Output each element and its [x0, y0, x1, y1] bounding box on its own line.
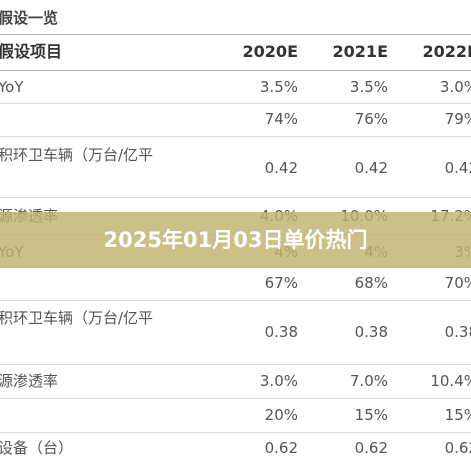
row-label: YoY	[0, 78, 24, 96]
cell-value: 74%	[264, 110, 298, 128]
cell-value: 0.62	[444, 439, 471, 457]
cell-value: 3.0%	[439, 78, 471, 96]
rule	[0, 197, 471, 198]
cell-value: 3.5%	[259, 78, 298, 96]
cell-value: 20%	[264, 406, 298, 424]
cell-value: 10.4%	[430, 372, 471, 390]
header-year: 2021E	[332, 42, 388, 61]
rule	[0, 70, 471, 71]
cell-value: 70%	[444, 274, 471, 292]
table-title: 假设一览	[0, 9, 59, 27]
cell-value: 0.62	[354, 439, 388, 457]
banner-text: 2025年01月03日单价热门	[103, 228, 368, 252]
cell-value: 0.38	[444, 323, 471, 341]
header-label: 假设项目	[0, 42, 63, 61]
rule	[0, 103, 471, 104]
cell-value: 0.42	[444, 159, 471, 177]
cell-value: 0.38	[264, 323, 298, 341]
overlay-banner	[0, 212, 471, 268]
row-label: 源渗透率	[0, 372, 59, 390]
rule	[0, 34, 471, 35]
rule	[0, 364, 471, 365]
cell-value: 79%	[444, 110, 471, 128]
header-year: 2020E	[242, 42, 298, 61]
row-label: 积环卫车辆（万台/亿平	[0, 309, 154, 327]
cell-value: 68%	[354, 274, 388, 292]
cell-value: 7.0%	[349, 372, 388, 390]
rule	[0, 136, 471, 137]
row-label: 积环卫车辆（万台/亿平	[0, 146, 154, 164]
cell-value: 15%	[354, 406, 388, 424]
cell-value: 0.38	[354, 323, 388, 341]
cell-value: 0.42	[354, 159, 388, 177]
header-year: 2022E	[422, 42, 471, 61]
cell-value: 15%	[444, 406, 471, 424]
cell-value: 3.5%	[349, 78, 388, 96]
cell-value: 0.62	[264, 439, 298, 457]
cell-value: 76%	[354, 110, 388, 128]
cell-value: 0.42	[264, 159, 298, 177]
rule	[0, 300, 471, 301]
row-label: 设备（台）	[0, 439, 74, 457]
rule	[0, 398, 471, 399]
cell-value: 67%	[264, 274, 298, 292]
cell-value: 3.0%	[259, 372, 298, 390]
rule	[0, 432, 471, 433]
